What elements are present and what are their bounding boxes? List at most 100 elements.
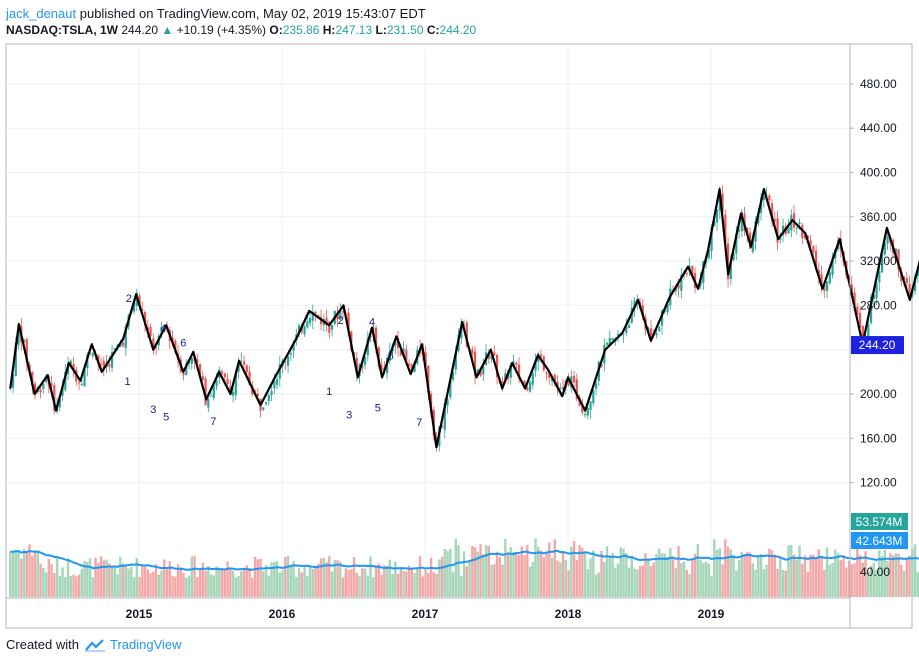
candle-body (42, 384, 45, 390)
volume-bar (50, 563, 53, 597)
volume-bar (878, 550, 881, 597)
candle-body (185, 363, 188, 375)
volume-bar (91, 577, 94, 597)
volume-bar (831, 563, 834, 597)
author-link[interactable]: jack_denaut (6, 6, 77, 21)
volume-bar (130, 567, 133, 597)
candle-body (410, 364, 413, 371)
volume-bar (537, 546, 540, 597)
volume-bar (614, 567, 617, 597)
candle-body (160, 326, 163, 335)
symbol-legend: NASDAQ:TSLA, 1W 244.20 ▲ +10.19 (+4.35%)… (6, 22, 476, 39)
candle-body (586, 407, 589, 416)
volume-bar (872, 562, 875, 597)
volume-bar (515, 552, 518, 597)
candle-body (737, 229, 741, 232)
volume-bar (875, 569, 878, 597)
volume-bar (583, 553, 587, 597)
volume-bar (627, 567, 631, 597)
volume-bar (853, 563, 856, 597)
volume-bar (361, 568, 364, 597)
candle-body (204, 378, 207, 405)
candle-body (451, 371, 455, 380)
volume-bar (699, 559, 702, 597)
volume-bar (787, 545, 790, 597)
candle-body (275, 379, 279, 385)
close-value: 244.20 (439, 23, 477, 37)
candle-body (256, 393, 259, 396)
wave-label: 5 (375, 403, 381, 415)
time-axis[interactable]: 2015 2016 2017 2018 2019 (126, 607, 725, 621)
candle-body (732, 252, 735, 260)
volume-bar (446, 551, 449, 597)
candle-body (795, 227, 798, 229)
volume-bar (369, 556, 372, 597)
volume-bar (479, 544, 482, 597)
candle-body (303, 326, 306, 335)
candle-body (196, 359, 199, 363)
volume-bar (594, 574, 598, 597)
candle-body (108, 364, 111, 367)
volume-bar (311, 568, 314, 597)
tradingview-brand[interactable]: TradingView (109, 637, 182, 652)
price-axis[interactable]: 480.00440.00400.00360.00320.00280.00240.… (850, 77, 897, 579)
candle-body (897, 249, 900, 270)
candle-body (366, 338, 369, 356)
candle-body (424, 352, 427, 366)
volume-bar (685, 569, 688, 597)
volume-bar (435, 573, 438, 597)
volume-bar (603, 561, 606, 597)
volume-bar (795, 559, 798, 597)
volume-bar (28, 544, 31, 597)
volume-bar (308, 566, 312, 597)
volume-bar (97, 563, 100, 597)
volume-bar (355, 572, 358, 597)
candle-body (284, 361, 287, 363)
candle-body (399, 350, 402, 356)
volume-bar (715, 549, 719, 597)
volume-bar (680, 563, 683, 597)
volume-bar (66, 558, 70, 597)
candle-body (264, 401, 268, 405)
volume-bar (432, 572, 435, 597)
candle-body (121, 342, 125, 347)
volume-bar (754, 569, 757, 597)
volume-bar (652, 562, 655, 597)
candle-body (905, 278, 908, 283)
candle-body (83, 367, 86, 387)
volume-bar (402, 570, 405, 597)
volume-bar (718, 548, 721, 597)
candle-body (262, 407, 265, 410)
volume-bar (501, 564, 504, 597)
candle-body (141, 309, 144, 311)
candle-body (515, 362, 518, 365)
volume-bar (550, 557, 554, 597)
candle-body (476, 369, 479, 376)
volume-bar (36, 551, 39, 597)
volume-bar (317, 563, 320, 597)
volume-bar (297, 568, 301, 597)
open-label: O: (269, 23, 283, 37)
volume-bar (883, 549, 886, 597)
volume-bar (154, 564, 158, 597)
price-tick-label: 320.00 (860, 254, 897, 268)
volume-bar (707, 563, 710, 597)
volume-bar (179, 567, 182, 597)
volume-bars (9, 538, 919, 597)
candle-body (102, 360, 105, 371)
last-price: 244.20 (121, 23, 159, 37)
candle-body (649, 328, 653, 336)
volume-bar (564, 559, 567, 597)
volume-bar (421, 576, 424, 597)
volume-bar (784, 570, 787, 597)
candle-body (526, 387, 529, 391)
volume-bar (559, 562, 562, 597)
candle-body (625, 326, 628, 334)
volume-bar (113, 567, 116, 597)
volume-bar (207, 566, 210, 597)
volume-bar (163, 559, 166, 597)
candle-body (545, 372, 548, 374)
volume-bar (201, 562, 204, 597)
candle-body (809, 240, 812, 246)
